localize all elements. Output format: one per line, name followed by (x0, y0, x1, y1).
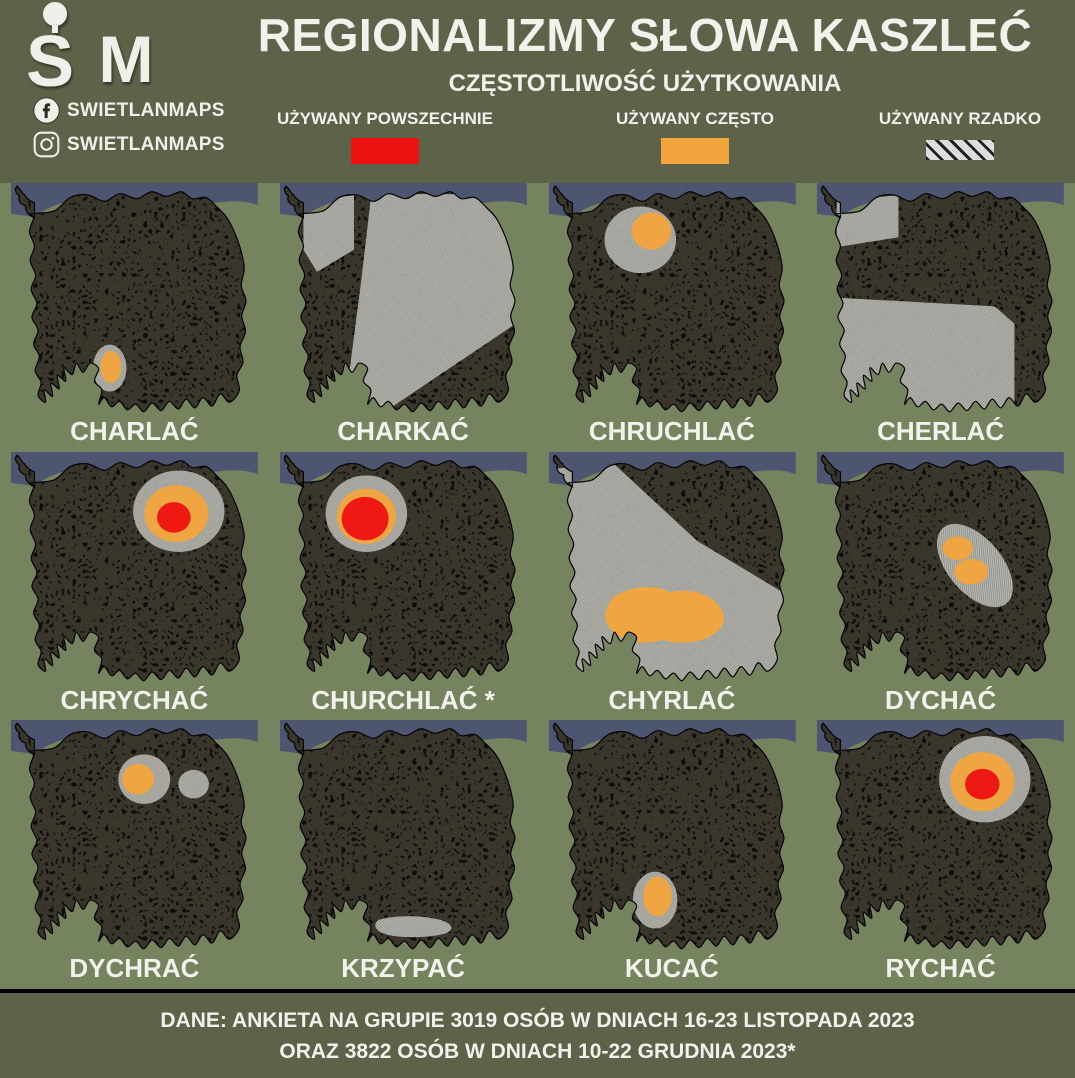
svg-text:M: M (99, 22, 154, 96)
svg-text:S: S (26, 22, 74, 97)
